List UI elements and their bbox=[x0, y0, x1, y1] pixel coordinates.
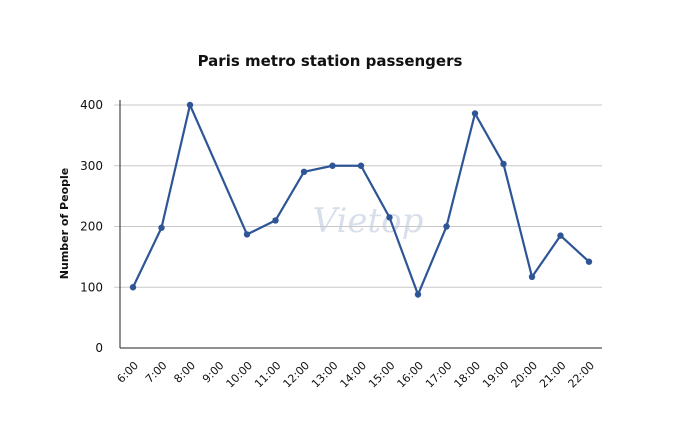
y-tick-200: 200 bbox=[80, 220, 103, 234]
data-point bbox=[443, 223, 450, 230]
x-tick-11-00: 11:00 bbox=[252, 359, 284, 391]
chart-title: Paris metro station passengers bbox=[198, 52, 463, 70]
data-point bbox=[386, 214, 393, 221]
x-tick-labels: 6:00 7:00 8:00 9:0010:0011:0012:0013:0014:0… bbox=[114, 359, 597, 391]
x-tick-21-00: 21:00 bbox=[537, 359, 569, 391]
y-tick-0: 0 bbox=[95, 341, 103, 355]
y-axis-label: Number of People bbox=[58, 168, 71, 279]
x-tick-13-00: 13:00 bbox=[309, 359, 341, 391]
y-tick-300: 300 bbox=[80, 159, 103, 173]
x-tick-14-00: 14:00 bbox=[338, 359, 370, 391]
x-tick-15-00: 15:00 bbox=[366, 359, 398, 391]
data-point bbox=[243, 231, 251, 238]
series-line bbox=[132, 103, 590, 296]
x-tick-7-00: 7:00 bbox=[143, 359, 170, 386]
data-point bbox=[557, 232, 564, 239]
x-tick-20-00: 20:00 bbox=[509, 359, 541, 391]
data-point bbox=[528, 273, 536, 281]
data-point bbox=[272, 217, 279, 224]
x-tick-19-00: 19:00 bbox=[480, 359, 512, 391]
data-point bbox=[414, 291, 422, 298]
x-tick-22-00: 22:00 bbox=[566, 359, 598, 391]
data-point bbox=[158, 224, 165, 231]
x-tick-10-00: 10:00 bbox=[224, 359, 256, 391]
data-point bbox=[471, 110, 479, 117]
axes bbox=[119, 100, 602, 349]
data-point bbox=[585, 258, 593, 265]
x-tick-18-00: 18:00 bbox=[452, 359, 484, 391]
data-point bbox=[129, 284, 137, 291]
data-point bbox=[500, 160, 507, 168]
y-tick-labels: 0 100 200 300 400 bbox=[80, 98, 103, 355]
data-point bbox=[329, 162, 336, 169]
series bbox=[129, 101, 593, 298]
x-tick-16-00: 16:00 bbox=[395, 359, 427, 391]
y-tick-400: 400 bbox=[80, 98, 103, 112]
x-tick-12-00: 12:00 bbox=[281, 359, 313, 391]
data-point bbox=[300, 168, 308, 176]
y-tick-100: 100 bbox=[80, 280, 103, 294]
data-point bbox=[357, 162, 365, 169]
x-tick-8-00: 8:00 bbox=[171, 359, 198, 386]
data-point bbox=[186, 101, 194, 109]
x-tick-6-00: 6:00 bbox=[114, 359, 141, 386]
x-tick-17-00: 17:00 bbox=[423, 359, 455, 391]
watermark-text: Vietop bbox=[313, 201, 424, 241]
